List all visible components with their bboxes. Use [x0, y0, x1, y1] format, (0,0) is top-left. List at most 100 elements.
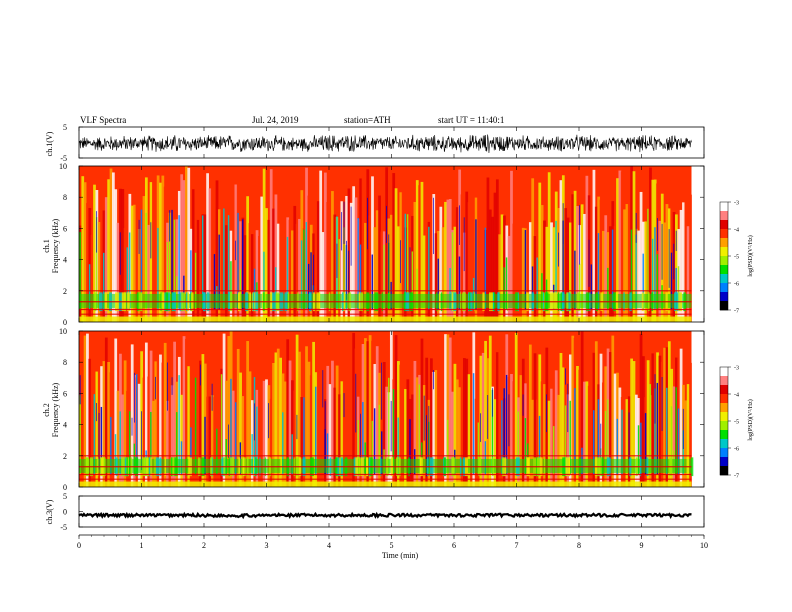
time-axis: 0 1 2 3 4 5 6 7 8 9 10 — [77, 127, 708, 550]
ch1-spec-column — [199, 196, 202, 322]
ch1-spec-column — [319, 170, 323, 322]
ch1-spec-column — [425, 180, 429, 322]
ch1-spec-column — [566, 217, 570, 322]
ch2-spec-column — [634, 394, 638, 487]
ch2-spec-streak — [524, 418, 527, 475]
ch1-colorbar-swatch — [720, 292, 728, 302]
ch2-spec-dark-streak — [628, 412, 630, 465]
ch2-spec-ytick-label: 4 — [63, 421, 67, 430]
ch1-colorbar-swatch — [720, 301, 728, 311]
ch2-spec-streak — [176, 412, 178, 475]
ch1-spec-dark-streak — [336, 243, 338, 278]
ch1-spec-column — [375, 210, 379, 322]
ch1-spec-streak — [194, 252, 197, 310]
ch3-voltage-ylabel: ch.3(V) — [45, 499, 54, 524]
ch2-spec-ytick-label: 6 — [63, 389, 67, 398]
ch2-spec-column — [90, 348, 94, 487]
ch2-spec-column — [394, 335, 398, 487]
ch2-spec-column — [239, 372, 242, 487]
ch2-spec-column — [248, 371, 252, 487]
ch1-spec-column — [465, 191, 469, 322]
ch1-spec-streak — [475, 219, 477, 310]
ch2-spec-column — [225, 380, 228, 487]
ch2-spec-dark-streak — [228, 424, 229, 458]
ch2-spec-column — [196, 373, 200, 487]
ch2-spec-column — [345, 367, 348, 487]
ch2-spec-column — [550, 388, 553, 487]
ch1-spec-ytick-label: 4 — [63, 256, 67, 265]
ch1-spec-streak — [635, 234, 637, 310]
ch1-spec-column — [590, 172, 593, 322]
ch2-spec-dark-streak — [654, 374, 656, 424]
ch2-spec-column — [335, 365, 339, 487]
ch2-spec-column — [481, 352, 485, 487]
ch2-spec-dark-streak — [166, 362, 168, 411]
ch1-spec-column — [331, 191, 334, 322]
ch1-spec-column — [269, 169, 273, 322]
ch2-spec-column — [312, 341, 315, 487]
ch1-spec-dark-streak — [242, 227, 244, 276]
ch2-spec-column — [333, 387, 337, 487]
ch2-spec-column — [166, 400, 169, 487]
ch1-spec-column — [272, 208, 275, 322]
ch1-spec-streak — [126, 247, 128, 310]
ch2-spec-streak — [364, 442, 366, 475]
ch2-spec-column — [404, 389, 407, 487]
xtick-label: 8 — [577, 541, 581, 550]
ch1-spec-streak — [654, 227, 656, 310]
ch2-spec-column — [331, 360, 334, 487]
station-label: station=ATH — [344, 115, 391, 125]
ch1-colorbar-tick-label: -3 — [734, 201, 739, 207]
ch2-spec-column — [366, 341, 370, 487]
ch1-spec-column — [644, 221, 648, 322]
ch2-spec-streak — [616, 418, 618, 475]
ch1-spec-column — [116, 222, 120, 322]
ch1-spec-streak — [79, 232, 81, 310]
ch2-spec-column — [585, 381, 589, 487]
ch2-spec-streak — [128, 411, 131, 475]
ch1-spec-streak — [531, 266, 534, 310]
ch2-spec-streak — [357, 420, 359, 475]
ch2-spec-dark-streak — [141, 411, 142, 471]
ch2-spec-streak — [677, 408, 680, 475]
ch1-spec-dark-streak — [235, 240, 237, 261]
ch2-frequency-ylabel: Frequency (kHz) — [51, 382, 60, 437]
ch2-spectrogram-panel: 0 2 4 6 8 10 — [59, 327, 705, 492]
ch2-spec-column — [258, 364, 261, 487]
figure-title: VLF Spectra — [80, 115, 126, 125]
ch2-spec-dark-streak — [480, 413, 482, 442]
ch1-spec-column — [364, 222, 367, 322]
ch3-signal-line — [78, 511, 692, 520]
ch1-spec-streak — [166, 242, 169, 310]
ch1-spec-streak — [223, 208, 225, 310]
ch2-spec-streak — [315, 386, 317, 475]
ch2-colorbar-swatch — [720, 367, 728, 377]
ch1-spec-column — [625, 204, 629, 322]
ch2-spec-column — [182, 336, 186, 487]
ch2-spec-dark-streak — [268, 403, 269, 439]
ch2-spec-streak — [136, 374, 138, 475]
ch2-colorbar-swatch — [720, 448, 728, 458]
ch1-spec-column — [401, 168, 405, 322]
ch1-spec-streak — [343, 227, 345, 310]
ch2-spec-column — [599, 353, 603, 487]
ch1-colorbar-swatch — [720, 265, 728, 275]
ch1-colorbar-swatch — [720, 238, 728, 248]
ch2-spec-streak — [234, 402, 237, 475]
ch2-spec-dark-streak — [522, 394, 524, 416]
ch1-spec-dark-streak — [150, 222, 152, 259]
ch1-spec-streak — [404, 213, 406, 310]
ch2-colorbar-swatch — [720, 421, 728, 431]
ch2-spec-dark-streak — [360, 413, 361, 465]
ch1-spec-column — [340, 201, 344, 322]
ch2-spec-dark-streak — [254, 403, 255, 441]
ch2-spec-column — [210, 395, 214, 487]
ch1-spec-column — [123, 228, 127, 322]
ch2-spec-streak — [597, 399, 600, 475]
ch1-colorbar-swatch — [720, 229, 728, 239]
ch2-spec-column — [420, 338, 424, 487]
ch1-spec-column — [670, 180, 674, 322]
ch2-spec-column — [547, 400, 551, 487]
ch2-spec-streak — [491, 389, 494, 475]
ch1-spec-column — [536, 174, 539, 322]
